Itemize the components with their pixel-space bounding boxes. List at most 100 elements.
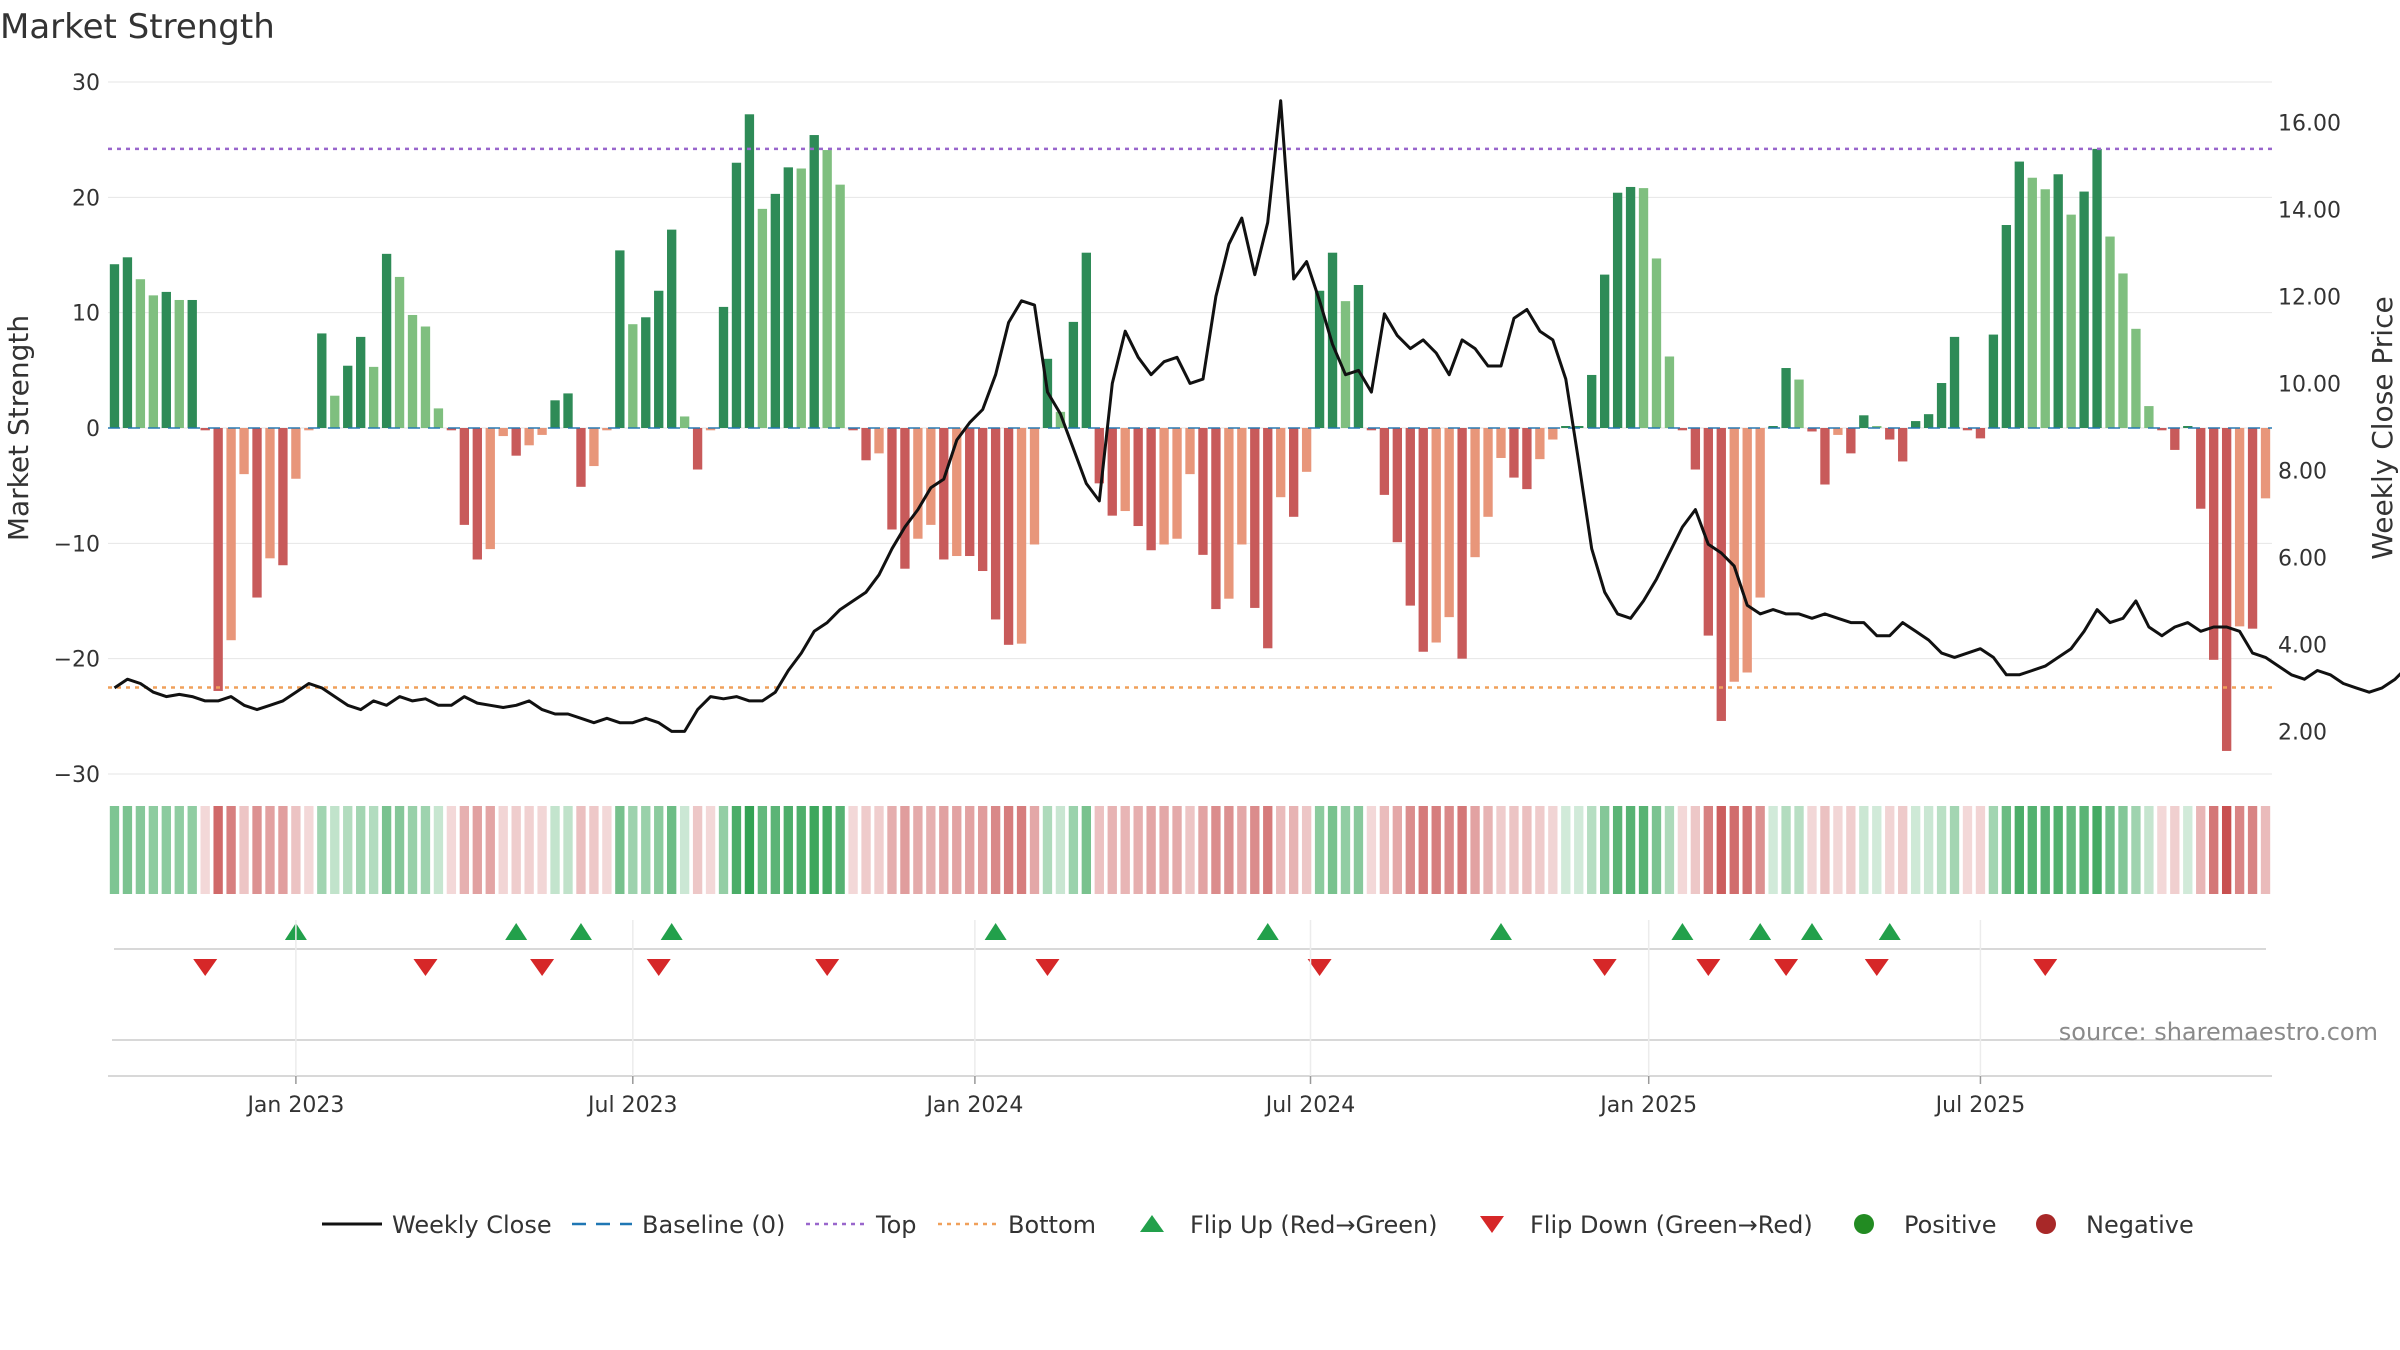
flip-down-marker — [1696, 959, 1721, 976]
negative-bar — [2196, 428, 2206, 509]
positive-bar — [628, 324, 638, 428]
strip-cell — [148, 806, 159, 894]
strip-cell — [122, 806, 133, 894]
positive-bar — [1910, 421, 1921, 428]
negative-bar — [2209, 428, 2219, 660]
negative-bar — [304, 428, 314, 431]
negative-bar — [1016, 428, 1027, 644]
negative-bar — [1263, 428, 1273, 649]
strip-cell — [1392, 806, 1402, 894]
strip-cell — [330, 806, 340, 894]
negative-bar — [1172, 428, 1182, 539]
strip-cell — [1198, 806, 1208, 894]
negative-bar — [1107, 428, 1117, 516]
strip-cell — [602, 806, 612, 894]
negative-bar — [1729, 428, 1739, 682]
positive-bar — [1314, 290, 1325, 428]
positive-bar — [161, 291, 171, 428]
strip-cell — [926, 806, 936, 894]
x-axis: Jan 2023 Jul 2023 Jan 2024 Jul 2024 Jan 2025… — [108, 920, 2272, 1118]
positive-bar — [1612, 192, 1623, 428]
strip-cell — [1509, 806, 1519, 894]
reference-lines — [108, 147, 2272, 689]
positive-bar — [1949, 336, 1960, 428]
strip-cell — [1159, 806, 1169, 894]
strip-cell — [2079, 806, 2089, 894]
strip-cell — [1716, 806, 1726, 894]
strip-cell — [304, 806, 314, 894]
strip-cell — [1807, 806, 1817, 894]
flip-up-marker — [984, 923, 1007, 940]
strip-cell — [187, 806, 197, 894]
strip-cell — [550, 806, 560, 894]
negative-bar — [1975, 428, 1986, 439]
strip-cell — [2001, 806, 2012, 894]
flip-up-marker — [1749, 923, 1772, 940]
strip-cell — [1936, 806, 1947, 894]
legend-flip-down-swatch — [1480, 1216, 1504, 1233]
negative-bar — [1003, 428, 1014, 645]
right-tick-label: 12.00 — [2278, 285, 2341, 310]
positive-bar — [148, 295, 159, 428]
left-tick-label: −30 — [54, 763, 100, 788]
negative-bar — [498, 428, 508, 437]
strip-cell — [1975, 806, 1986, 894]
strip-cell — [1535, 806, 1545, 894]
strip-cell — [1949, 806, 1960, 894]
negative-bar — [1885, 428, 1895, 440]
negative-bar — [990, 428, 1001, 620]
negative-bar — [446, 428, 457, 431]
positive-bar — [330, 395, 340, 428]
strip-cell — [1872, 806, 1882, 894]
left-tick-label: 10 — [72, 302, 100, 327]
positive-bar — [1859, 415, 1869, 428]
left-tick-label: 20 — [72, 186, 100, 211]
strip-cell — [822, 806, 832, 894]
negative-bar — [861, 428, 871, 461]
flip-down-marker — [530, 959, 555, 976]
strip-cell — [2131, 806, 2141, 894]
positive-bar — [835, 184, 845, 428]
strip-cell — [731, 806, 742, 894]
negative-bar — [913, 428, 923, 539]
negative-bar — [576, 428, 586, 487]
right-axis-label: Weekly Close Price — [2366, 296, 2399, 559]
strip-cell — [2221, 806, 2232, 894]
positive-bar — [1638, 188, 1649, 428]
negative-bar — [1755, 428, 1765, 598]
negative-bar — [1146, 428, 1156, 551]
positive-bar — [2118, 273, 2128, 428]
positive-bar — [394, 276, 405, 428]
strip-cell — [796, 806, 806, 894]
negative-bar — [1509, 428, 1519, 478]
left-tick-label: 30 — [72, 71, 100, 96]
strip-cell — [1846, 806, 1856, 894]
strip-cell — [472, 806, 482, 894]
strip-cell — [861, 806, 871, 894]
strip-cell — [667, 806, 677, 894]
strip-cell — [278, 806, 288, 894]
strip-cell — [1703, 806, 1713, 894]
positive-bar — [1068, 321, 1079, 428]
positive-bar — [343, 365, 353, 428]
negative-bar — [1807, 428, 1817, 432]
negative-bar — [1366, 428, 1377, 431]
positive-bar — [2066, 214, 2076, 428]
positive-bar — [2027, 177, 2037, 428]
strip-cell — [1599, 806, 1610, 894]
strip-cell — [1962, 806, 1973, 894]
strip-cell — [1833, 806, 1843, 894]
strip-cell — [990, 806, 1001, 894]
flip-up-marker — [1878, 923, 1901, 940]
strip-cell — [1081, 806, 1092, 894]
positive-bar — [1561, 426, 1571, 428]
strip-cell — [1016, 806, 1027, 894]
positive-bar — [2092, 148, 2102, 429]
negative-bar — [1457, 428, 1467, 659]
positive-bar — [407, 314, 418, 428]
positive-bar — [368, 366, 379, 428]
strip-cell — [835, 806, 845, 894]
strip-cell — [2118, 806, 2128, 894]
strip-cell — [1781, 806, 1791, 894]
negative-bar — [965, 428, 975, 557]
